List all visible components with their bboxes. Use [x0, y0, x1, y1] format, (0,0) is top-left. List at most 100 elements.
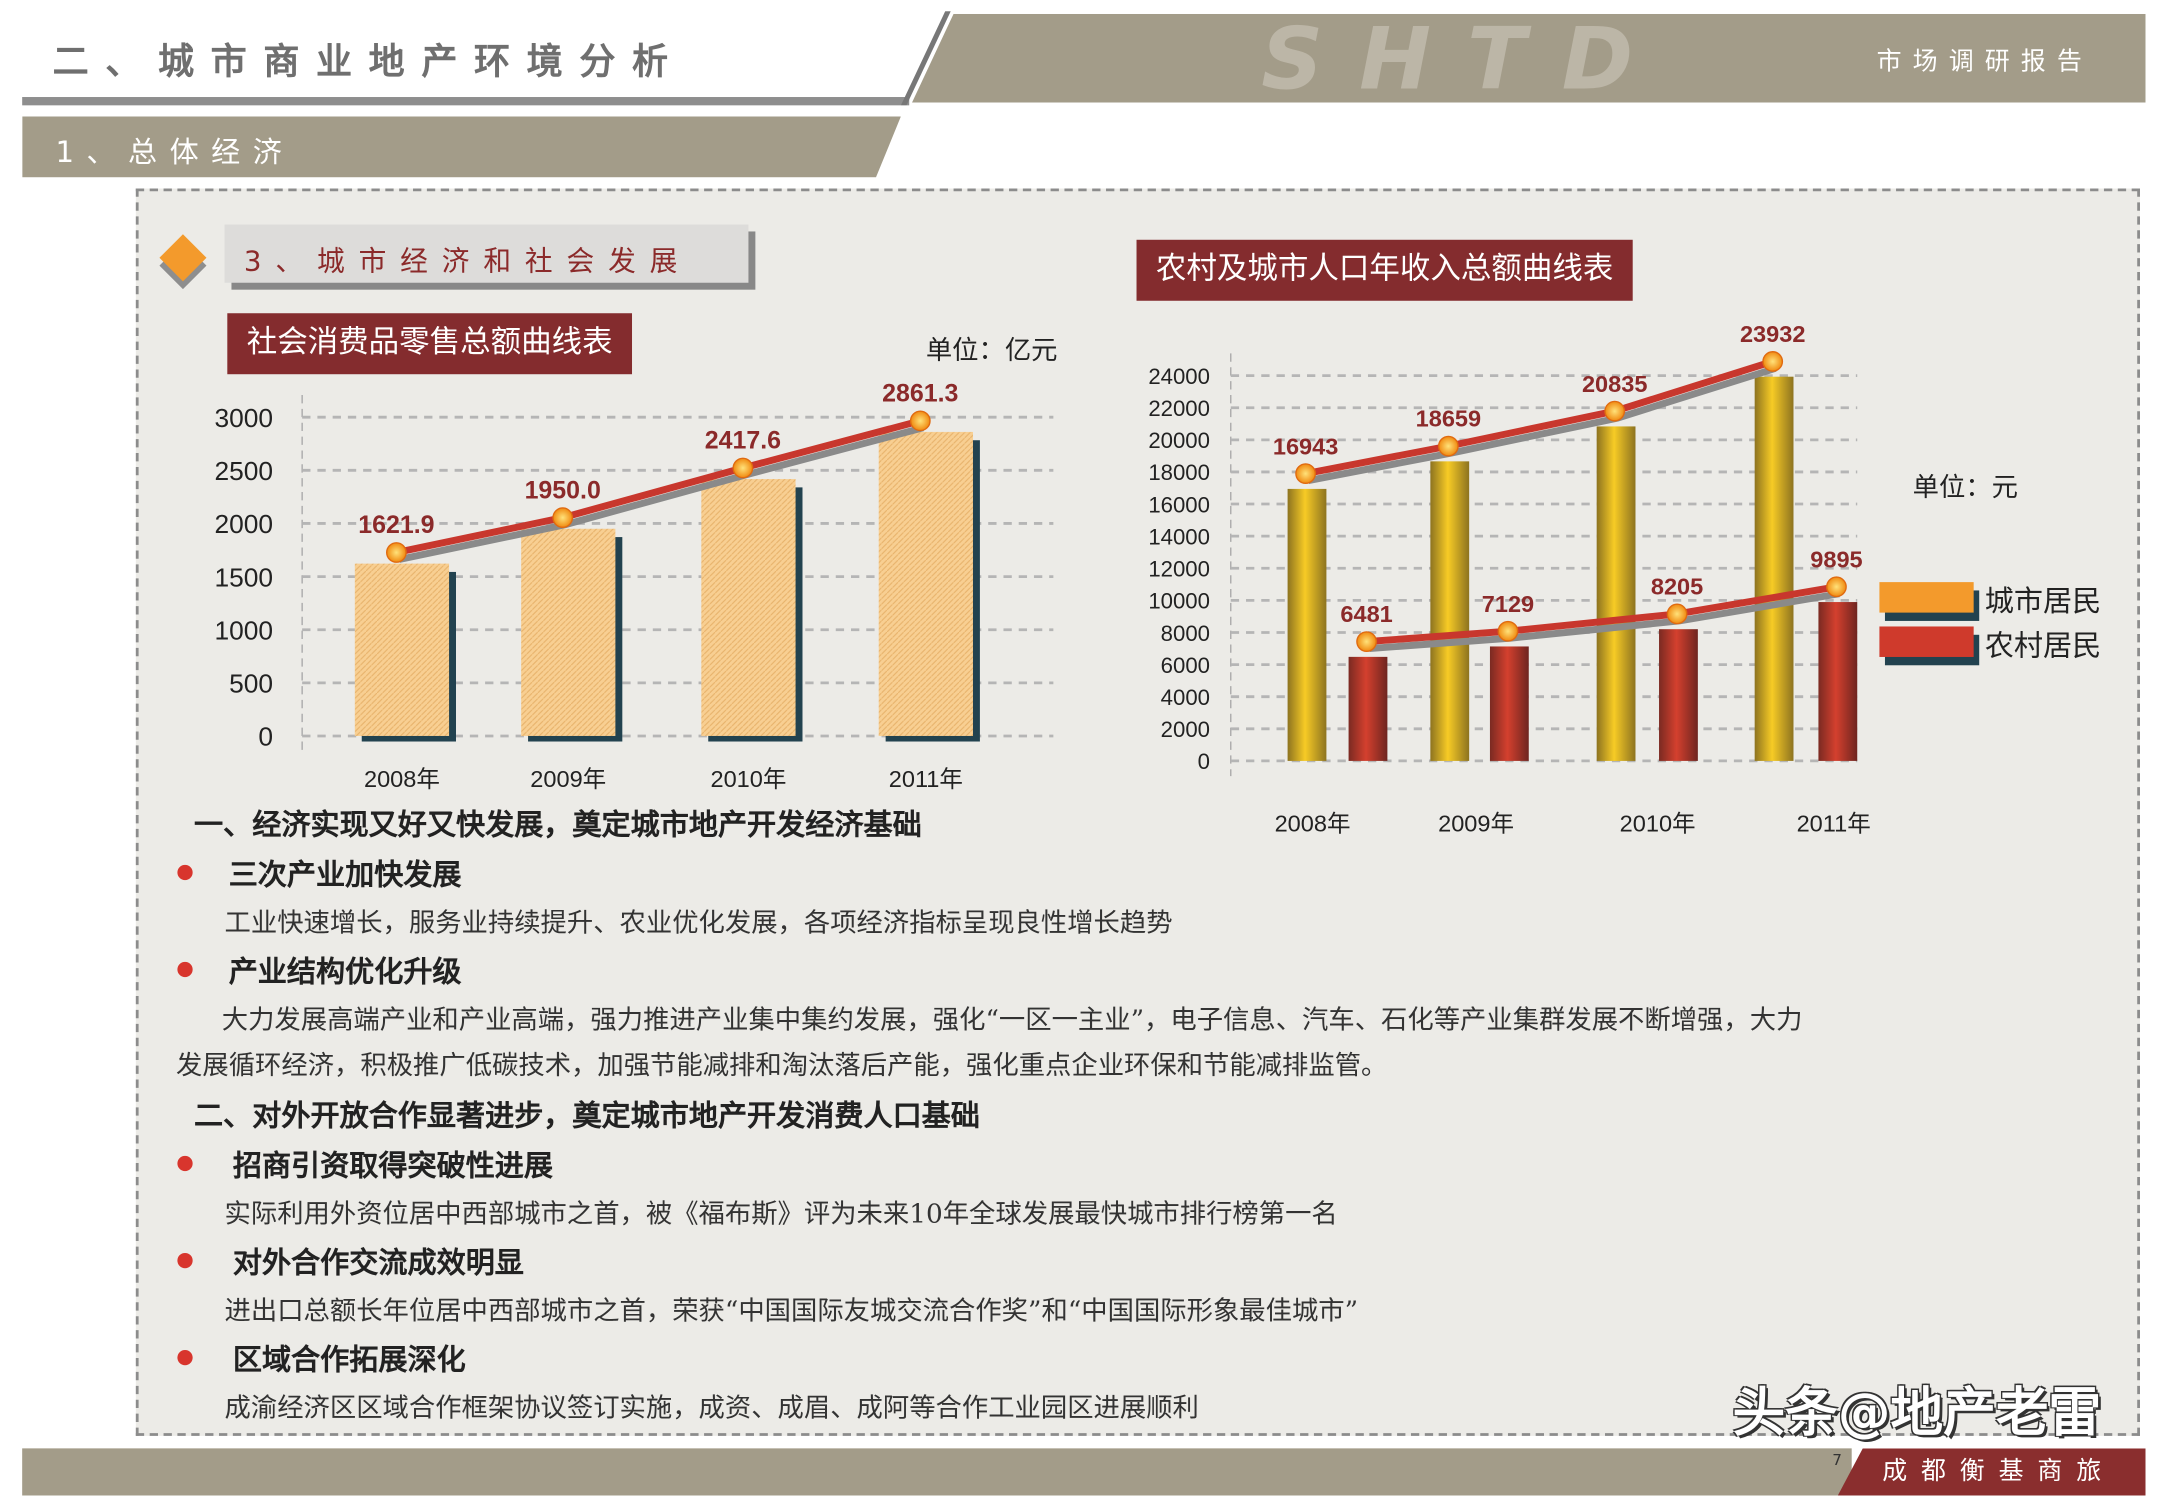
income-chart-title: 农村及城市人口年收入总额曲线表 [1136, 239, 1633, 301]
y-tick-label: 24000 [1148, 364, 1210, 389]
y-tick-label: 500 [229, 669, 273, 699]
line-marker [1497, 620, 1519, 642]
y-tick-label: 2500 [214, 456, 273, 486]
data-label: 16943 [1273, 433, 1338, 459]
data-label: 8205 [1651, 574, 1703, 600]
bullet-text: 工业快速增长，服务业持续提升、农业优化发展，各项经济指标呈现良性增长趋势 [224, 907, 1173, 939]
y-tick-label: 1500 [214, 562, 273, 592]
bar-rural [1348, 656, 1388, 761]
data-label: 20835 [1582, 371, 1647, 397]
bar-urban [1430, 461, 1470, 761]
bullet-icon [177, 1252, 193, 1269]
line-marker [386, 542, 407, 563]
data-label: 2861.3 [882, 379, 958, 407]
y-tick-label: 18000 [1148, 460, 1210, 485]
bar-rural [1659, 629, 1698, 761]
line-marker [1356, 631, 1377, 653]
legend-label-rural: 农村居民 [1984, 629, 2102, 663]
line-marker [1604, 400, 1626, 422]
watermark: 头条@地产老雷 [1732, 1381, 2102, 1443]
bullet-title: 招商引资取得突破性进展 [232, 1148, 554, 1183]
page-number: 7 [1832, 1451, 1842, 1470]
bullet-title: 三次产业加快发展 [228, 857, 462, 892]
bullet-title: 产业结构优化升级 [228, 954, 462, 989]
y-tick-label: 16000 [1148, 492, 1210, 517]
bullet-icon [177, 1349, 193, 1366]
x-tick-label: 2008年 [364, 766, 440, 792]
x-tick-label: 2010年 [710, 766, 786, 792]
heading-openness: 二、对外开放合作显著进步，奠定城市地产开发消费人口基础 [194, 1099, 980, 1133]
bullet-title: 对外合作交流成效明显 [232, 1246, 524, 1280]
bullet-icon [177, 961, 193, 978]
line-marker [1295, 463, 1317, 485]
x-tick-label: 2009年 [1438, 811, 1514, 837]
rural-line-shadow [1369, 590, 1840, 653]
x-tick-label: 2008年 [1275, 811, 1351, 837]
rural-line [1366, 583, 1838, 646]
y-tick-label: 0 [258, 722, 273, 752]
retail-line [395, 417, 922, 556]
bullet-text: 进出口总额长年位居中西部城市之首，荣获“中国国际友城交流合作奖”和“中国国际形象… [224, 1295, 1359, 1327]
retail-chart-unit: 单位：亿元 [925, 335, 1058, 366]
bar [521, 528, 616, 736]
retail-chart-title: 社会消费品零售总额曲线表 [227, 313, 633, 375]
subheader-title: 1、总体经济 [55, 135, 295, 170]
line-marker [1762, 351, 1784, 372]
footer-band [22, 1448, 1852, 1496]
line-marker [1826, 576, 1847, 598]
legend-swatch-rural [1879, 626, 1974, 657]
y-tick-label: 2000 [214, 509, 273, 539]
bar [878, 431, 973, 736]
bullet-icon [177, 1155, 193, 1172]
bullet-text: 成渝经济区区域合作框架协议签订实施，成资、成眉、成阿等合作工业园区进展顺利 [224, 1392, 1199, 1424]
bar [701, 479, 796, 736]
bullet-text: 发展循环经济，积极推广低碳技术，加强节能减排和淘汰落后产能，强化重点企业环保和节… [176, 1050, 1388, 1082]
y-tick-label: 6000 [1161, 653, 1210, 678]
line-marker [909, 410, 931, 432]
data-label: 6481 [1340, 601, 1392, 627]
header-band [911, 13, 2146, 103]
x-tick-label: 2011年 [1797, 811, 1871, 837]
y-tick-label: 8000 [1161, 621, 1210, 646]
urban-line [1304, 358, 1774, 478]
page-title: 二、城市商业地产环境分析 [52, 41, 685, 84]
y-tick-label: 12000 [1148, 557, 1210, 582]
y-tick-label: 22000 [1148, 396, 1210, 421]
bar-urban [1754, 376, 1794, 761]
footer-company: 成都衡基商旅 [1882, 1456, 2116, 1486]
line-marker [732, 457, 754, 479]
y-tick-label: 2000 [1161, 717, 1210, 742]
y-tick-label: 20000 [1148, 428, 1210, 453]
y-tick-label: 14000 [1148, 524, 1210, 549]
bar [354, 563, 450, 736]
bar-urban [1596, 426, 1636, 761]
legend-label-urban: 城市居民 [1984, 584, 2102, 619]
bullet-text: 实际利用外资位居中西部城市之首，被《福布斯》评为未来10年全球发展最快城市排行榜… [224, 1198, 1338, 1230]
data-label: 7129 [1482, 591, 1534, 617]
bar-urban [1287, 488, 1327, 761]
shtd-logo: SHTD [1261, 8, 1670, 110]
y-tick-label: 0 [1198, 749, 1210, 774]
legend-swatch-urban [1879, 582, 1974, 613]
line-marker [1437, 435, 1459, 457]
bar-rural [1818, 602, 1858, 761]
data-label: 18659 [1416, 406, 1481, 432]
bullet-title: 区域合作拓展深化 [232, 1343, 466, 1377]
retail-line-shadow [398, 424, 924, 563]
line-marker [552, 507, 574, 529]
x-tick-label: 2011年 [889, 766, 963, 792]
urban-line-shadow [1307, 365, 1777, 484]
bullet-icon [177, 864, 193, 881]
y-tick-label: 1000 [214, 615, 273, 645]
data-label: 23932 [1740, 321, 1805, 347]
line-marker [1666, 603, 1688, 625]
y-tick-label: 4000 [1161, 685, 1210, 710]
x-tick-label: 2009年 [530, 766, 606, 792]
bullet-text: 大力发展高端产业和产业高端，强力推进产业集中集约发展，强化“一区一主业”，电子信… [221, 1004, 1803, 1036]
report-label: 市场调研报告 [1876, 47, 2093, 77]
footer-company-band [1837, 1448, 2146, 1496]
y-tick-label: 3000 [214, 403, 273, 433]
